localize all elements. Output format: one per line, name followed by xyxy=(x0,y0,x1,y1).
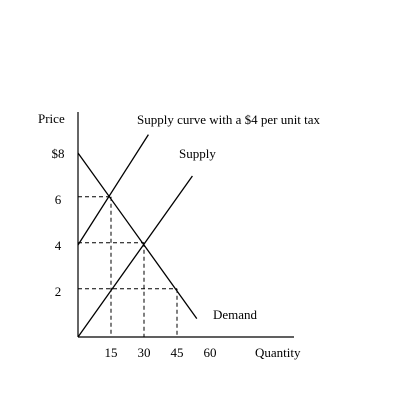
x-tick-label: 45 xyxy=(171,345,184,360)
series-label-supply: Supply xyxy=(179,146,216,161)
tick-labels: 15 30 45 60 2 4 6 $8 xyxy=(52,146,217,360)
taxed-supply-curve xyxy=(77,134,149,246)
series-label-demand: Demand xyxy=(213,307,258,322)
y-tick-label: 2 xyxy=(55,284,62,299)
x-tick-label: 60 xyxy=(204,345,217,360)
y-tick-label: 4 xyxy=(55,238,62,253)
supply-curve xyxy=(77,175,193,338)
y-axis-label: Price xyxy=(38,111,65,126)
demand-curve xyxy=(77,152,198,319)
series-label-taxed-supply: Supply curve with a $4 per unit tax xyxy=(137,112,321,127)
dashed-guides xyxy=(78,196,178,337)
x-axis-label: Quantity xyxy=(255,345,301,360)
y-tick-label: $8 xyxy=(52,146,65,161)
y-tick-label: 6 xyxy=(55,192,62,207)
x-tick-label: 15 xyxy=(105,345,118,360)
x-tick-label: 30 xyxy=(138,345,151,360)
curves xyxy=(77,134,198,338)
